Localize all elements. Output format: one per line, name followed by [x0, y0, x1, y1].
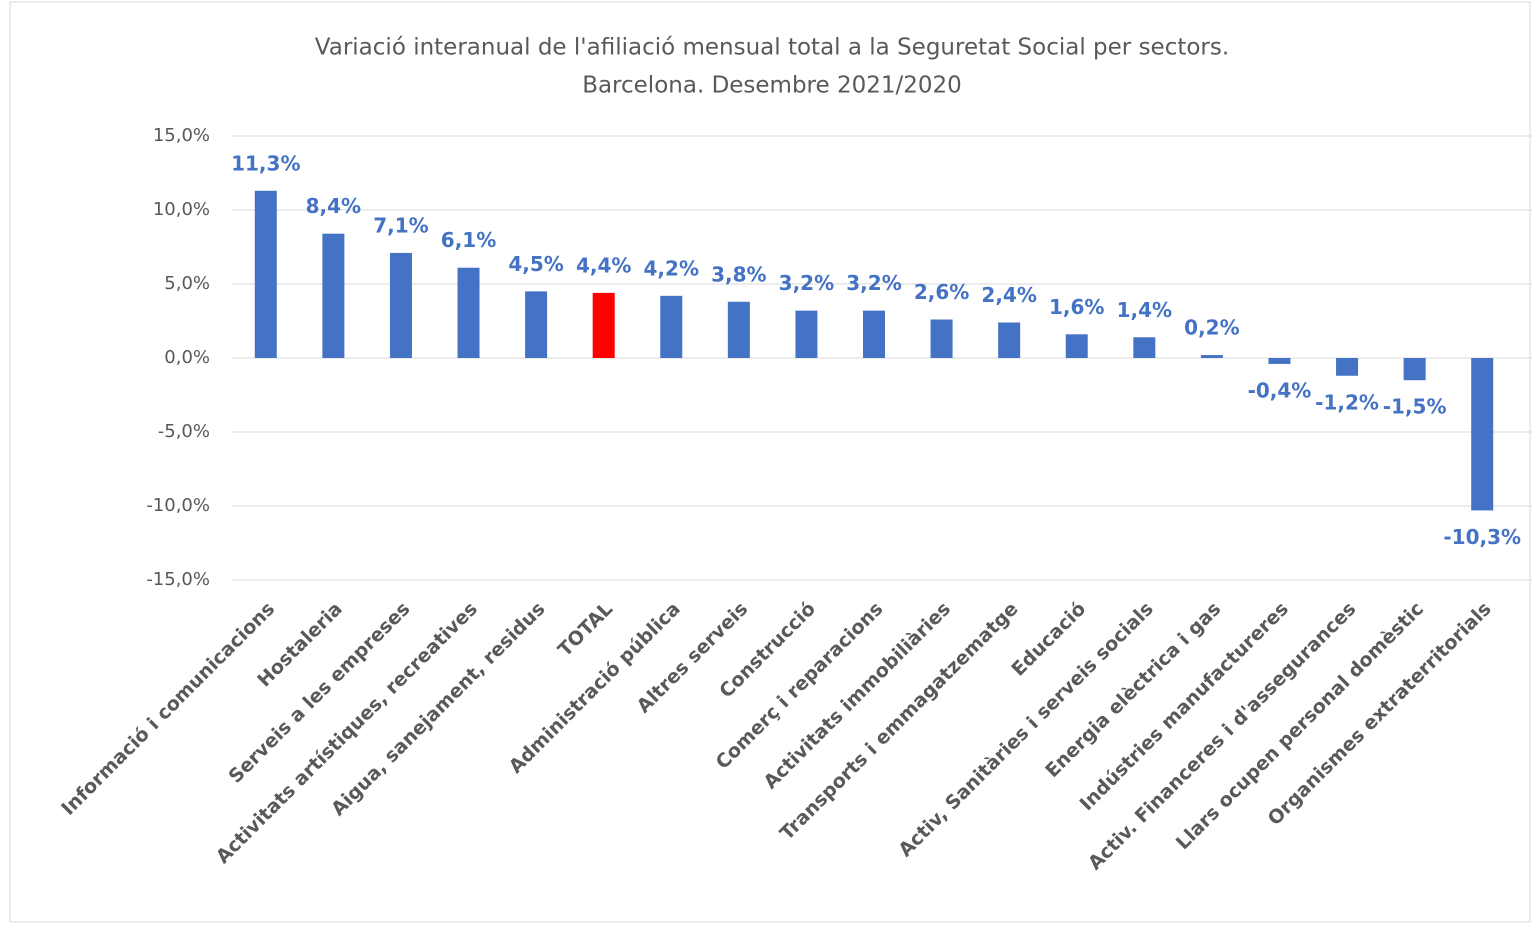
data-label: 6,1% — [441, 228, 496, 252]
data-label: 0,2% — [1184, 316, 1239, 340]
data-label: -1,5% — [1383, 395, 1447, 419]
bar — [1065, 334, 1088, 358]
bar — [1336, 358, 1359, 376]
bar — [1268, 358, 1291, 364]
bar — [863, 310, 885, 358]
bar — [254, 190, 277, 358]
bar — [322, 233, 345, 358]
data-label: 3,2% — [779, 271, 834, 295]
bar — [1133, 337, 1156, 358]
bar — [1471, 358, 1494, 511]
data-label: 2,4% — [981, 283, 1036, 307]
data-label: 1,6% — [1049, 295, 1104, 319]
data-label: 4,5% — [508, 252, 563, 276]
bar — [998, 322, 1021, 358]
data-label: -1,2% — [1315, 390, 1379, 414]
data-label: 3,2% — [846, 271, 901, 295]
y-tick-label: -10,0% — [146, 495, 210, 516]
data-label: -10,3% — [1443, 525, 1521, 549]
y-tick-label: -15,0% — [146, 569, 210, 590]
bar — [1403, 358, 1426, 381]
data-label: 3,8% — [711, 262, 766, 286]
bar — [1200, 355, 1223, 358]
bar — [727, 301, 750, 358]
data-label: 11,3% — [231, 151, 300, 175]
data-label: 7,1% — [373, 213, 428, 237]
bar — [457, 267, 480, 358]
bar — [660, 295, 683, 358]
y-tick-label: 15,0% — [153, 125, 210, 146]
bar — [592, 292, 615, 358]
y-tick-label: 10,0% — [153, 199, 210, 220]
data-label: 4,2% — [644, 256, 699, 280]
bar — [525, 291, 548, 358]
bar — [930, 319, 953, 358]
chart-title: Variació interanual de l'afiliació mensu… — [315, 35, 1229, 61]
y-tick-label: -5,0% — [158, 421, 210, 442]
data-label: 2,6% — [914, 280, 969, 304]
bar — [795, 310, 818, 358]
data-label: 8,4% — [306, 194, 361, 218]
data-label: 1,4% — [1117, 298, 1172, 322]
bar — [389, 252, 412, 358]
y-tick-label: 0,0% — [164, 347, 210, 368]
data-label: -0,4% — [1248, 378, 1312, 402]
chart-border — [9, 1, 1531, 923]
y-tick-label: 5,0% — [164, 273, 210, 294]
chart-subtitle: Barcelona. Desembre 2021/2020 — [582, 73, 962, 99]
data-label: 4,4% — [576, 253, 631, 277]
